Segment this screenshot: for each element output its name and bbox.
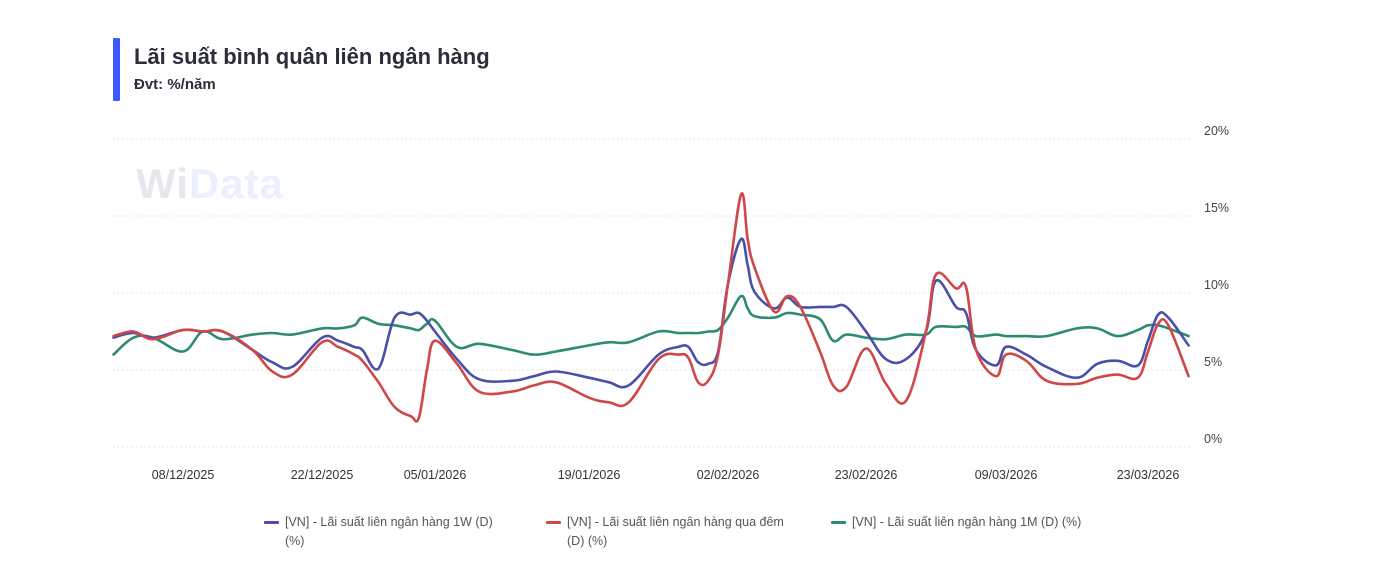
series-lines bbox=[112, 192, 1190, 423]
series-line-overnight bbox=[112, 192, 1190, 423]
x-tick-label: 19/01/2026 bbox=[558, 468, 621, 482]
x-tick-label: 23/02/2026 bbox=[835, 468, 898, 482]
widata-watermark-logo: WiData bbox=[136, 160, 284, 208]
x-tick-label: 05/01/2026 bbox=[404, 468, 467, 482]
legend-label-overnight: [VN] - Lãi suất liên ngân hàng qua đêm (… bbox=[567, 515, 784, 548]
legend-swatch-1w bbox=[264, 521, 279, 524]
watermark-part-wi: Wi bbox=[136, 160, 189, 207]
watermark-part-data: Data bbox=[188, 160, 284, 207]
x-tick-label: 09/03/2026 bbox=[975, 468, 1038, 482]
legend-swatch-1m bbox=[831, 521, 846, 524]
legend-item-1m[interactable]: [VN] - Lãi suất liên ngân hàng 1M (D) (%… bbox=[831, 513, 1082, 532]
y-tick-label: 10% bbox=[1204, 278, 1229, 292]
x-tick-label: 08/12/2025 bbox=[152, 468, 215, 482]
chart-title: Lãi suất bình quân liên ngân hàng bbox=[134, 44, 490, 69]
legend-label-1m: [VN] - Lãi suất liên ngân hàng 1M (D) (%… bbox=[852, 515, 1082, 529]
legend-item-1w[interactable]: [VN] - Lãi suất liên ngân hàng 1W (D) (%… bbox=[264, 513, 515, 551]
x-tick-label: 02/02/2026 bbox=[697, 468, 760, 482]
x-axis-tick-labels: 08/12/2025 22/12/2025 05/01/2026 19/01/2026… bbox=[152, 468, 1180, 482]
x-tick-label: 23/03/2026 bbox=[1117, 468, 1180, 482]
y-tick-label: 0% bbox=[1204, 432, 1222, 446]
legend-item-overnight[interactable]: [VN] - Lãi suất liên ngân hàng qua đêm (… bbox=[546, 513, 797, 551]
y-axis-tick-labels: 0% 5% 10% 15% 20% bbox=[1204, 124, 1229, 446]
y-tick-label: 20% bbox=[1204, 124, 1229, 138]
gridlines bbox=[113, 138, 1190, 448]
series-line-1w bbox=[112, 237, 1190, 389]
legend-swatch-overnight bbox=[546, 521, 561, 524]
series-line-1m bbox=[112, 294, 1190, 356]
x-tick-label: 22/12/2025 bbox=[291, 468, 354, 482]
title-accent-bar bbox=[113, 38, 120, 101]
legend-label-1w: [VN] - Lãi suất liên ngân hàng 1W (D) (%… bbox=[285, 515, 493, 548]
chart-legend: [VN] - Lãi suất liên ngân hàng 1W (D) (%… bbox=[0, 513, 1398, 573]
y-tick-label: 15% bbox=[1204, 201, 1229, 215]
chart-unit-subtitle: Đvt: %/năm bbox=[134, 76, 216, 93]
y-tick-label: 5% bbox=[1204, 355, 1222, 369]
